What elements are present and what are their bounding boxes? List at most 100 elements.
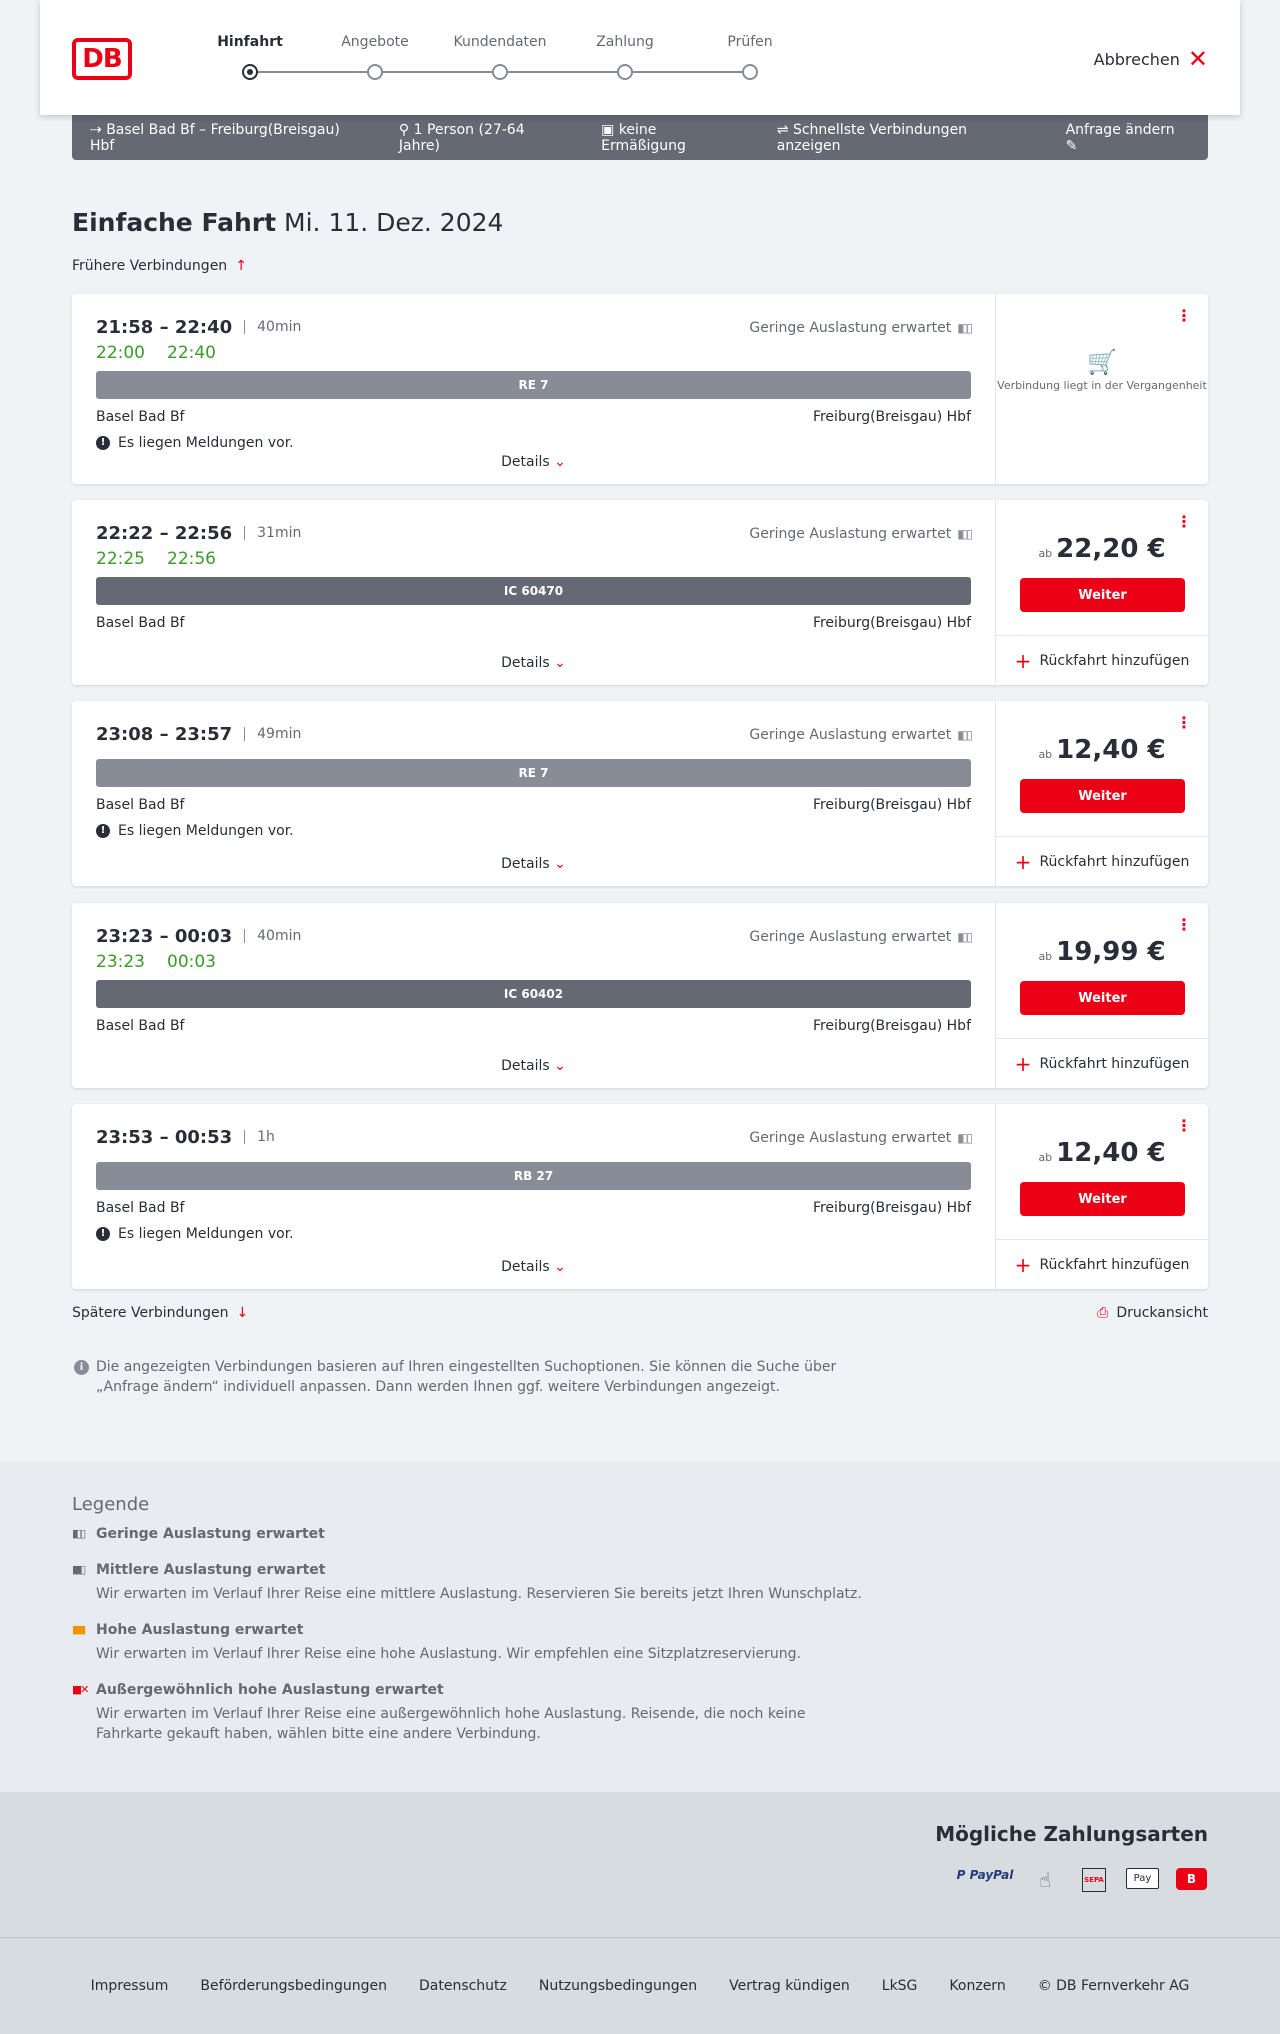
legend-item: ▮▯▯ Geringe Auslastung erwartet bbox=[72, 1526, 872, 1542]
price: ab 12,40 € bbox=[996, 735, 1208, 765]
realtime-arrival: 00:03 bbox=[167, 952, 216, 972]
price-value: 22,20 € bbox=[1056, 534, 1166, 564]
db-logo[interactable]: DB bbox=[72, 38, 132, 80]
occupancy-low-icon: ▮▯▯ bbox=[957, 930, 973, 944]
occupancy: Geringe Auslastung erwartet ▮▯▯ bbox=[749, 526, 973, 542]
step-indicator-2 bbox=[492, 64, 508, 80]
return-label: Rückfahrt hinzufügen bbox=[1039, 1256, 1190, 1273]
chevron-down-icon: ⌄ bbox=[554, 655, 566, 671]
footer-link[interactable]: LkSG bbox=[881, 1978, 918, 1994]
add-return-button[interactable]: + Rückfahrt hinzufügen bbox=[996, 1038, 1208, 1088]
more-options-icon[interactable]: ⋮ bbox=[1176, 1116, 1192, 1135]
connection-times: 23:53 – 00:53 1h bbox=[96, 1126, 971, 1148]
occupancy: Geringe Auslastung erwartet ▮▯▯ bbox=[749, 727, 973, 743]
occupancy: Geringe Auslastung erwartet ▮▯▯ bbox=[749, 929, 973, 945]
legend-item-title: Geringe Auslastung erwartet bbox=[96, 1526, 325, 1542]
continue-button[interactable]: Weiter bbox=[1020, 981, 1185, 1015]
footer-link[interactable]: © DB Fernverkehr AG bbox=[1037, 1978, 1190, 1994]
page-title: Einfache Fahrt Mi. 11. Dez. 2024 bbox=[72, 208, 503, 237]
step-label-2: Kundendaten bbox=[453, 34, 547, 50]
footer-link[interactable]: Konzern bbox=[949, 1978, 1006, 1994]
connection-card: 21:58 – 22:40 40min Geringe Auslastung erw… bbox=[72, 294, 1208, 484]
occupancy-label: Geringe Auslastung erwartet bbox=[749, 929, 952, 945]
train-bar[interactable]: RB 27 bbox=[96, 1162, 971, 1190]
fastest-toggle[interactable]: ⇌ Schnellste Verbindungen anzeigen bbox=[777, 122, 1034, 154]
add-return-button[interactable]: + Rückfahrt hinzufügen bbox=[996, 836, 1208, 886]
origin-station: Basel Bad Bf bbox=[96, 409, 185, 425]
search-summary-bar: ⇢ Basel Bad Bf – Freiburg(Breisgau) Hbf … bbox=[72, 115, 1208, 160]
duration: 40min bbox=[244, 320, 301, 334]
details-toggle[interactable]: Details ⌄ bbox=[72, 1259, 995, 1275]
train-name: RE 7 bbox=[518, 766, 549, 780]
details-toggle[interactable]: Details ⌄ bbox=[72, 454, 995, 470]
details-toggle[interactable]: Details ⌄ bbox=[72, 655, 995, 671]
more-options-icon[interactable]: ⋮ bbox=[1176, 915, 1192, 934]
footer-link[interactable]: Beförderungsbedingungen bbox=[200, 1978, 387, 1994]
duration: 1h bbox=[244, 1130, 275, 1144]
occupancy-level-icon: ▮▮✕ bbox=[72, 1683, 89, 1696]
details-toggle[interactable]: Details ⌄ bbox=[72, 856, 995, 872]
continue-button[interactable]: Weiter bbox=[1020, 1182, 1185, 1216]
train-bar[interactable]: RE 7 bbox=[96, 371, 971, 399]
message-text: Es liegen Meldungen vor. bbox=[118, 435, 294, 451]
add-return-button[interactable]: + Rückfahrt hinzufügen bbox=[996, 1239, 1208, 1289]
train-bar[interactable]: RE 7 bbox=[96, 759, 971, 787]
details-label: Details bbox=[501, 856, 550, 872]
details-toggle[interactable]: Details ⌄ bbox=[72, 1058, 995, 1074]
add-return-button[interactable]: + Rückfahrt hinzufügen bbox=[996, 635, 1208, 685]
arrow-up-icon: ↑ bbox=[235, 258, 247, 274]
price-value: 12,40 € bbox=[1056, 1138, 1166, 1168]
past-text: Verbindung liegt in der Vergangenheit bbox=[997, 379, 1207, 392]
card-icon: ▣ bbox=[601, 121, 615, 138]
connection-card: 23:53 – 00:53 1h Geringe Auslastung erwart… bbox=[72, 1104, 1208, 1289]
more-options-icon[interactable]: ⋮ bbox=[1176, 713, 1192, 732]
realtime-departure: 22:00 bbox=[96, 343, 145, 363]
chevron-down-icon: ⌄ bbox=[554, 1058, 566, 1074]
route-summary[interactable]: ⇢ Basel Bad Bf – Freiburg(Breisgau) Hbf bbox=[90, 121, 340, 154]
edit-search-button[interactable]: Anfrage ändern ✎ bbox=[1066, 122, 1190, 154]
price-value: 19,99 € bbox=[1056, 937, 1166, 967]
occupancy-label: Geringe Auslastung erwartet bbox=[749, 526, 952, 542]
train-name: IC 60470 bbox=[503, 584, 564, 598]
earlier-connections-link[interactable]: Frühere Verbindungen ↑ bbox=[72, 258, 247, 274]
apple-pay-icon: Pay bbox=[1126, 1868, 1159, 1889]
plus-icon: + bbox=[1014, 849, 1032, 874]
realtime-departure: 22:25 bbox=[96, 549, 145, 569]
details-label: Details bbox=[501, 1058, 550, 1074]
occupancy: Geringe Auslastung erwartet ▮▯▯ bbox=[749, 1130, 973, 1146]
destination-station: Freiburg(Breisgau) Hbf bbox=[812, 797, 971, 813]
info-text: Die angezeigten Verbindungen basieren au… bbox=[96, 1359, 837, 1395]
footer-link[interactable]: Impressum bbox=[90, 1978, 169, 1994]
plus-icon: + bbox=[1014, 1051, 1032, 1076]
messages-notice: ! Es liegen Meldungen vor. bbox=[96, 823, 971, 839]
passenger-summary[interactable]: ⚲ 1 Person (27-64 Jahre) bbox=[399, 122, 569, 154]
step-label-0: Hinfahrt bbox=[217, 34, 283, 50]
occupancy-low-icon: ▮▯▯ bbox=[957, 527, 973, 541]
realtime-times: 22:25 22:56 bbox=[96, 549, 971, 571]
print-view-link[interactable]: ⎙ Druckansicht bbox=[1097, 1305, 1208, 1321]
footer-link[interactable]: Vertrag kündigen bbox=[729, 1978, 850, 1994]
realtime-times: 23:23 00:03 bbox=[96, 952, 971, 974]
continue-button[interactable]: Weiter bbox=[1020, 779, 1185, 813]
discount-summary[interactable]: ▣ keine Ermäßigung bbox=[601, 122, 745, 154]
step-label-4: Prüfen bbox=[727, 34, 773, 50]
train-bar[interactable]: IC 60470 bbox=[96, 577, 971, 605]
train-name: RB 27 bbox=[513, 1169, 554, 1183]
footer-link[interactable]: Datenschutz bbox=[418, 1978, 507, 1994]
abort-button[interactable]: Abbrechen ✕ bbox=[1094, 47, 1208, 71]
occupancy-level-icon: ▮▮▮ bbox=[72, 1623, 86, 1636]
continue-button[interactable]: Weiter bbox=[1020, 578, 1185, 612]
more-options-icon[interactable]: ⋮ bbox=[1176, 512, 1192, 531]
connection-card: 23:23 – 00:03 40min Geringe Auslastung erw… bbox=[72, 903, 1208, 1088]
payment-title: Mögliche Zahlungsarten bbox=[935, 1822, 1208, 1846]
close-icon: ✕ bbox=[1187, 45, 1208, 73]
footer-link[interactable]: Nutzungsbedingungen bbox=[538, 1978, 698, 1994]
later-connections-link[interactable]: Spätere Verbindungen ↓ bbox=[72, 1305, 248, 1321]
train-bar[interactable]: IC 60402 bbox=[96, 980, 971, 1008]
connection-times: 21:58 – 22:40 40min bbox=[96, 316, 971, 338]
route-text: Basel Bad Bf – Freiburg(Breisgau) Hbf bbox=[90, 121, 340, 154]
arrow-down-icon: ↓ bbox=[236, 1305, 249, 1321]
more-options-icon[interactable]: ⋮ bbox=[1176, 306, 1192, 325]
occupancy-level-icon: ▮▮▯ bbox=[72, 1563, 86, 1576]
realtime-arrival: 22:56 bbox=[167, 549, 216, 569]
